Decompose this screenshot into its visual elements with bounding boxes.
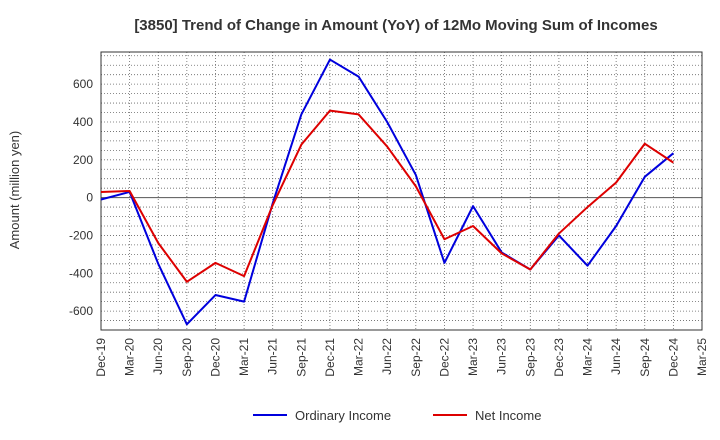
x-tick-label: Sep-21 bbox=[294, 338, 308, 377]
data-point bbox=[529, 268, 531, 270]
y-tick-label: -200 bbox=[69, 228, 93, 242]
data-point bbox=[586, 206, 588, 208]
data-point bbox=[615, 225, 617, 227]
plot-area: -600 -400 -200 0 200 400 600 Dec-19 Mar-20 Jun-20… bbox=[69, 51, 709, 377]
data-point bbox=[586, 265, 588, 267]
x-tick-label: Jun-22 bbox=[380, 338, 394, 375]
x-tick-label: Mar-20 bbox=[123, 338, 137, 376]
data-point bbox=[357, 113, 359, 115]
x-tick-label: Mar-25 bbox=[695, 338, 709, 376]
data-point bbox=[386, 121, 388, 123]
data-point bbox=[443, 262, 445, 264]
series-line bbox=[100, 58, 675, 326]
x-tick-label: Mar-24 bbox=[581, 338, 595, 376]
legend: Ordinary Income Net Income bbox=[253, 408, 541, 423]
data-point bbox=[100, 198, 102, 200]
data-point bbox=[157, 242, 159, 244]
x-tick-label: Sep-23 bbox=[523, 338, 537, 377]
data-point bbox=[214, 294, 216, 296]
y-axis-label: Amount (million yen) bbox=[7, 131, 22, 250]
y-tick-label: -400 bbox=[69, 266, 93, 280]
x-tick-label: Dec-23 bbox=[552, 338, 566, 377]
series-line bbox=[100, 109, 674, 283]
data-point bbox=[415, 174, 417, 176]
x-tick-label: Sep-22 bbox=[409, 338, 423, 377]
data-point bbox=[558, 232, 560, 234]
data-point bbox=[186, 281, 188, 283]
data-point bbox=[500, 252, 502, 254]
data-point bbox=[128, 190, 130, 192]
y-tick-label: 200 bbox=[73, 153, 93, 167]
data-point bbox=[186, 323, 188, 325]
data-point bbox=[243, 275, 245, 277]
data-point bbox=[329, 109, 331, 111]
data-point bbox=[415, 185, 417, 187]
y-tick-label: -600 bbox=[69, 304, 93, 318]
x-tick-label: Jun-24 bbox=[609, 338, 623, 375]
x-tick-label: Mar-21 bbox=[237, 338, 251, 376]
x-tick-label: Sep-24 bbox=[638, 338, 652, 377]
data-point bbox=[672, 161, 674, 163]
data-point bbox=[300, 113, 302, 115]
chart-title: [3850] Trend of Change in Amount (YoY) o… bbox=[134, 17, 657, 34]
data-point bbox=[615, 181, 617, 183]
x-tick-label: Jun-20 bbox=[151, 338, 165, 375]
data-point bbox=[386, 145, 388, 147]
x-tick-label: Dec-20 bbox=[208, 338, 222, 377]
x-tick-label: Dec-22 bbox=[437, 338, 451, 377]
data-point bbox=[300, 143, 302, 145]
y-tick-label: 400 bbox=[73, 115, 93, 129]
data-point bbox=[157, 263, 159, 265]
data-point bbox=[100, 191, 102, 193]
x-tick-label: Jun-21 bbox=[266, 338, 280, 375]
plot-background bbox=[101, 52, 702, 330]
legend-label: Ordinary Income bbox=[295, 408, 391, 423]
y-tick-label: 0 bbox=[86, 191, 93, 205]
data-point bbox=[357, 75, 359, 77]
x-tick-label: Dec-24 bbox=[666, 338, 680, 377]
x-tick-label: Mar-22 bbox=[352, 338, 366, 376]
x-tick-label: Sep-20 bbox=[180, 338, 194, 377]
data-point bbox=[272, 204, 274, 206]
y-tick-label: 600 bbox=[73, 77, 93, 91]
data-point bbox=[329, 58, 331, 60]
x-tick-label: Dec-21 bbox=[323, 338, 337, 377]
x-tick-label: Mar-23 bbox=[466, 338, 480, 376]
x-tick-label: Jun-23 bbox=[495, 338, 509, 375]
x-tick-label: Dec-19 bbox=[94, 338, 108, 377]
data-point bbox=[443, 238, 445, 240]
data-point bbox=[243, 300, 245, 302]
data-point bbox=[672, 152, 674, 154]
data-point bbox=[644, 143, 646, 145]
data-point bbox=[472, 225, 474, 227]
data-point bbox=[214, 262, 216, 264]
data-point bbox=[472, 205, 474, 207]
data-point bbox=[644, 176, 646, 178]
legend-label: Net Income bbox=[475, 408, 541, 423]
